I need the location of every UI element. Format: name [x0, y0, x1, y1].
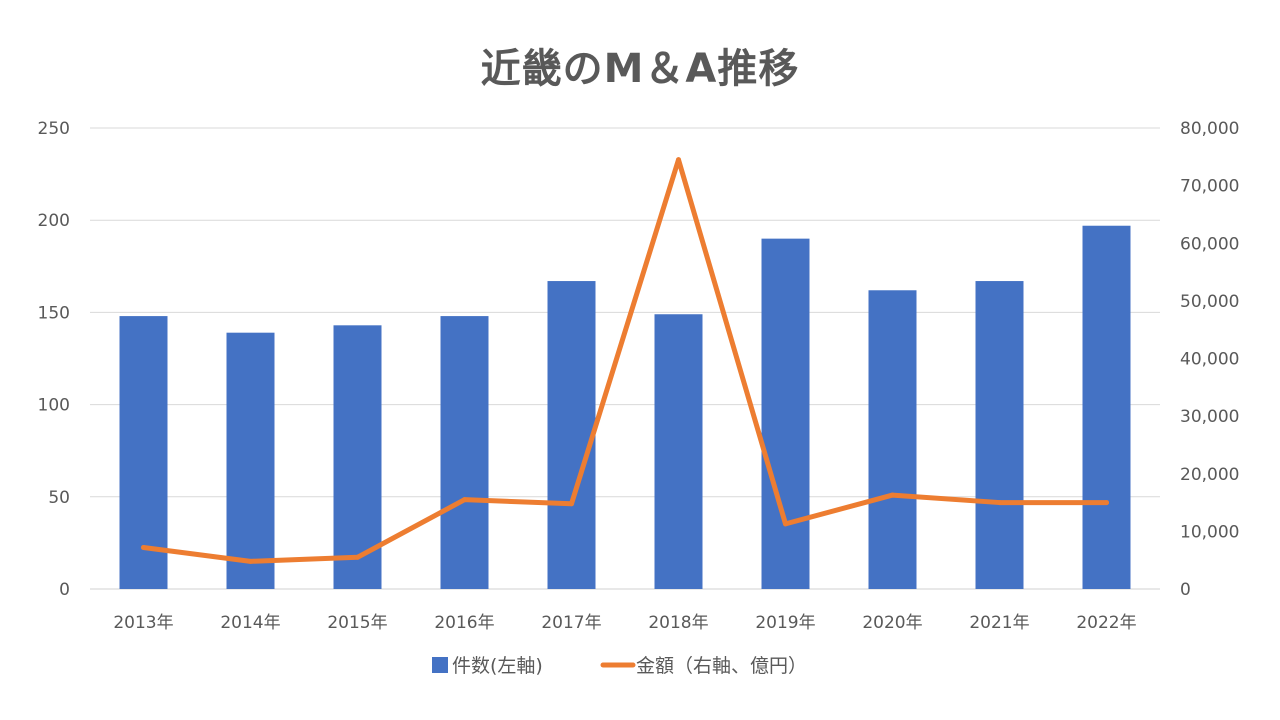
legend-label-bar: 件数(左軸) [452, 655, 543, 677]
x-axis-tick-label: 2018年 [648, 613, 708, 633]
line-point-2014年 [248, 558, 253, 564]
line-point-2013年 [141, 545, 146, 551]
x-axis-tick-label: 2016年 [434, 613, 494, 633]
left-axis-tick-label: 100 [38, 396, 70, 416]
right-axis-tick-label: 70,000 [1180, 177, 1239, 197]
line-point-2018年 [676, 157, 681, 163]
right-axis-tick-label: 20,000 [1180, 465, 1239, 485]
bar-2015年 [333, 325, 382, 589]
bar-2019年 [761, 238, 810, 589]
bar-2016年 [440, 316, 489, 589]
x-axis-tick-label: 2014年 [220, 613, 280, 633]
x-axis-tick-label: 2021年 [969, 613, 1029, 633]
x-axis-tick-label: 2017年 [541, 613, 601, 633]
bar-2017年 [547, 281, 596, 589]
x-axis-tick-label: 2022年 [1076, 613, 1136, 633]
right-axis-tick-label: 40,000 [1180, 350, 1239, 370]
right-axis-tick-label: 50,000 [1180, 292, 1239, 312]
bar-2014年 [226, 332, 275, 589]
line-point-2022年 [1104, 500, 1109, 506]
bar-series [119, 225, 1131, 589]
x-axis-tick-label: 2019年 [755, 613, 815, 633]
chart-title: 近畿のM＆A推移 [480, 46, 800, 92]
line-point-2016年 [462, 497, 467, 503]
line-point-2020年 [890, 492, 895, 498]
line-point-2019年 [783, 521, 788, 527]
right-axis: 0 10,000 20,000 30,000 40,000 50,000 60,000 70,… [1180, 119, 1239, 600]
x-axis-tick-label: 2015年 [327, 613, 387, 633]
x-axis-tick-label: 2020年 [862, 613, 922, 633]
left-axis-tick-label: 150 [38, 303, 70, 323]
x-axis-tick-label: 2013年 [113, 613, 173, 633]
left-axis-tick-label: 50 [48, 488, 70, 508]
bar-2018年 [654, 314, 703, 589]
left-axis: 0 50 100 150 200 250 [38, 119, 70, 600]
left-axis-tick-label: 250 [38, 119, 70, 139]
bar-2022年 [1082, 225, 1131, 589]
legend-swatch-bar [432, 657, 448, 673]
line-point-2015年 [355, 554, 360, 560]
bar-2021年 [975, 281, 1024, 589]
line-point-2021年 [997, 500, 1002, 506]
right-axis-tick-label: 80,000 [1180, 119, 1239, 139]
x-axis: 2013年 2014年 2015年 2016年 2017年 2018年 2019年 2020年… [113, 613, 1136, 633]
amount-line [141, 157, 1109, 564]
right-axis-tick-label: 10,000 [1180, 522, 1239, 542]
line-series [141, 157, 1109, 564]
legend-label-line: 金額（右軸、億円） [636, 655, 807, 677]
bar-2013年 [119, 316, 168, 589]
right-axis-tick-label: 0 [1180, 580, 1191, 600]
legend: 件数(左軸) 金額（右軸、億円） [432, 655, 807, 677]
bar-2020年 [868, 290, 917, 589]
right-axis-tick-label: 30,000 [1180, 407, 1239, 427]
right-axis-tick-label: 60,000 [1180, 234, 1239, 254]
left-axis-tick-label: 0 [59, 580, 70, 600]
left-axis-tick-label: 200 [38, 211, 70, 231]
line-point-2017年 [569, 501, 574, 507]
